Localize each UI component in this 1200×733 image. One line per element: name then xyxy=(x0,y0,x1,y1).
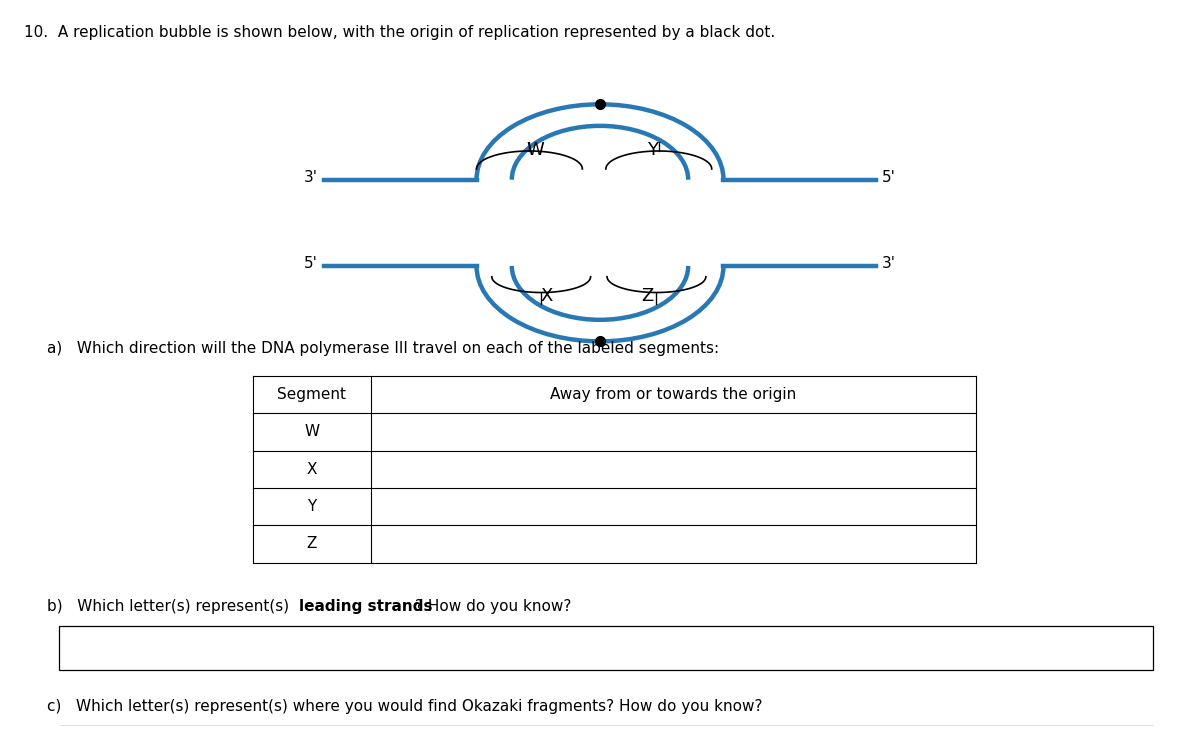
Text: 3': 3' xyxy=(882,257,896,271)
Text: 5': 5' xyxy=(882,170,896,185)
Text: Away from or towards the origin: Away from or towards the origin xyxy=(551,387,797,402)
Text: c)   Which letter(s) represent(s) where you would find Okazaki fragments? How do: c) Which letter(s) represent(s) where yo… xyxy=(47,699,763,714)
Text: Segment: Segment xyxy=(277,387,347,402)
FancyBboxPatch shape xyxy=(59,726,1153,733)
Text: Y: Y xyxy=(648,141,659,159)
Text: leading strands: leading strands xyxy=(299,599,432,614)
Text: a)   Which direction will the DNA polymerase III travel on each of the labeled s: a) Which direction will the DNA polymera… xyxy=(47,342,720,356)
Text: X: X xyxy=(541,287,553,305)
Text: Z: Z xyxy=(307,537,317,551)
Text: ? How do you know?: ? How do you know? xyxy=(415,599,572,614)
Text: 5': 5' xyxy=(304,257,318,271)
Text: b)   Which letter(s) represent(s): b) Which letter(s) represent(s) xyxy=(47,599,294,614)
Text: X: X xyxy=(307,462,317,476)
Text: Z: Z xyxy=(641,287,653,305)
Text: Y: Y xyxy=(307,499,317,514)
Text: W: W xyxy=(527,141,544,159)
Text: W: W xyxy=(305,424,319,439)
FancyBboxPatch shape xyxy=(59,626,1153,671)
Text: 10.  A replication bubble is shown below, with the origin of replication represe: 10. A replication bubble is shown below,… xyxy=(24,25,775,40)
Text: 3': 3' xyxy=(304,170,318,185)
